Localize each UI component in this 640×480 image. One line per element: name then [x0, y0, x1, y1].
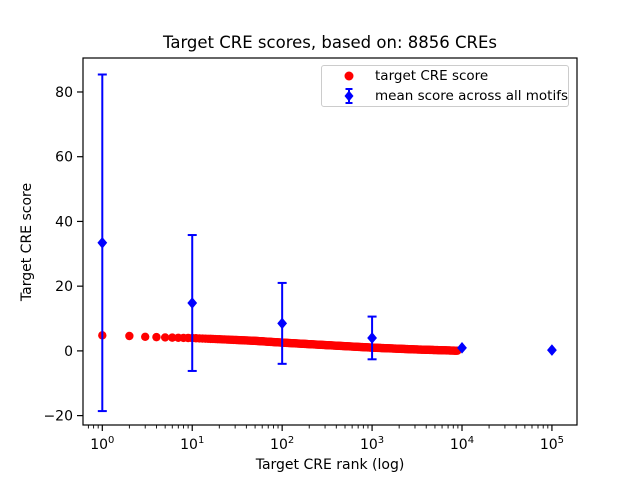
x-tick-label: 100	[90, 435, 114, 453]
red-data-point	[160, 333, 170, 342]
plot-frame	[82, 57, 578, 426]
legend-item-label: mean score across all motifs	[375, 88, 569, 104]
legend-item-label: target CRE score	[375, 68, 489, 84]
y-tick-label: 80	[55, 85, 73, 101]
chart-title: Target CRE scores, based on: 8856 CREs	[162, 33, 498, 52]
y-tick-label: 20	[55, 279, 73, 295]
red-data-point	[152, 332, 161, 342]
blue-diamond-errorbar-marker-icon	[331, 86, 367, 106]
blue-data-point	[187, 297, 198, 309]
x-tick-label: 101	[180, 435, 204, 453]
y-tick-label: −20	[43, 409, 73, 425]
legend-item-mean-score: mean score across all motifs	[322, 86, 568, 106]
y-tick-label: 0	[64, 344, 73, 360]
x-tick-label: 104	[450, 435, 474, 453]
x-tick-label: 102	[270, 435, 294, 453]
red-data-point	[141, 332, 150, 342]
red-data-point	[168, 333, 177, 342]
red-circle-marker-icon	[331, 66, 367, 86]
legend-item-target-score: target CRE score	[322, 66, 568, 86]
red-data-point	[125, 331, 134, 341]
x-axis-label: Target CRE rank (log)	[255, 457, 405, 473]
blue-data-point	[367, 332, 377, 344]
blue-data-point	[277, 317, 288, 330]
legend: target CRE score mean score across all m…	[321, 65, 569, 107]
blue-data-point	[547, 344, 557, 356]
x-tick-label: 105	[540, 435, 564, 453]
blue-data-point	[457, 342, 467, 354]
x-tick-label: 103	[360, 435, 384, 453]
y-axis-label: Target CRE score	[19, 182, 35, 302]
y-tick-label: 40	[55, 214, 73, 230]
blue-data-point	[97, 236, 108, 249]
y-tick-label: 60	[55, 150, 73, 166]
